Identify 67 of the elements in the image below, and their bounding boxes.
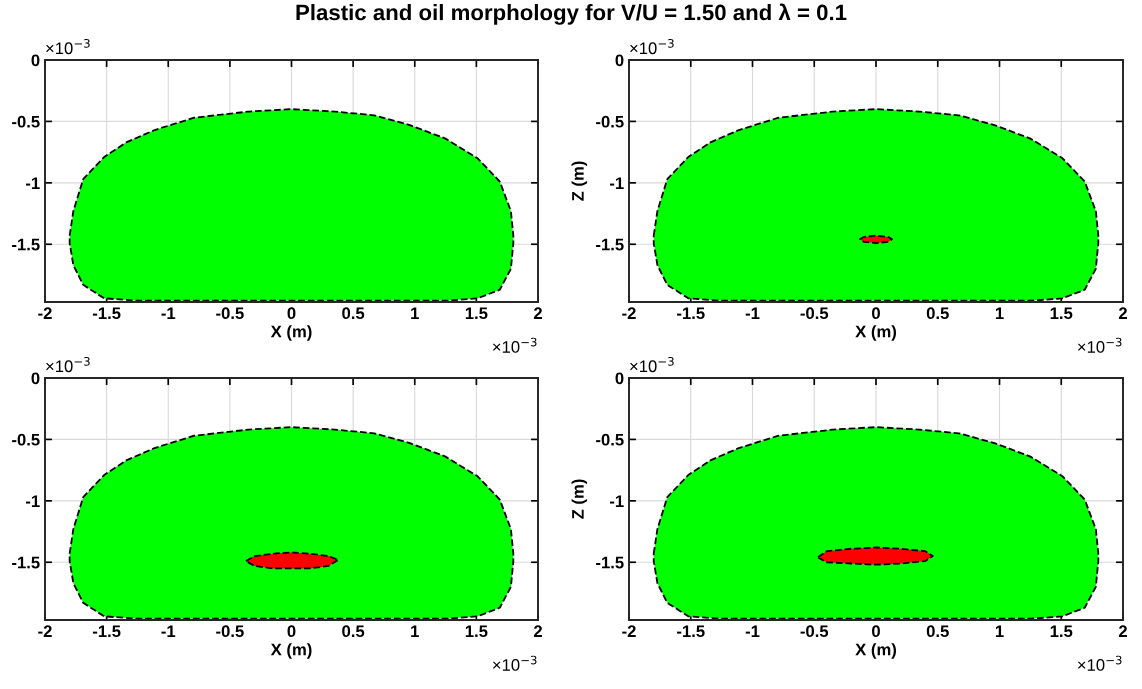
x-tick-label: 1.5	[1050, 625, 1073, 638]
text: ×10$^{−3}$	[630, 356, 674, 373]
text: ×10$^{−3}$	[492, 337, 537, 353]
y-tick-label: -0.5	[12, 115, 40, 128]
x-tick-label: -1	[161, 307, 176, 319]
x-tick-label: 0.5	[926, 625, 949, 638]
x-tick-label: -1.5	[677, 625, 705, 638]
x-axis-title: X (m)	[270, 643, 312, 659]
y-tick-label: -1.5	[596, 556, 624, 569]
x-tick-label: 1	[411, 307, 419, 319]
text: ×10$^{−3}$	[630, 38, 674, 55]
y-tick-label: -1.5	[12, 238, 40, 251]
x-tick-label: -2	[622, 307, 636, 319]
x-tick-label: 1	[995, 307, 1004, 319]
x-tick-label: 2	[533, 625, 542, 637]
y-tick-label: -1	[25, 495, 40, 507]
y-tick-label: -1	[25, 177, 40, 189]
x-tick-label: -0.5	[800, 307, 829, 320]
x-axis-title: X (m)	[270, 325, 312, 341]
x-tick-label: -1	[745, 307, 760, 319]
x-tick-label: 0.5	[926, 307, 949, 320]
y-tick-label: -0.5	[596, 433, 624, 446]
text: ×10$^{−3}$	[46, 38, 90, 55]
y-tick-label: -0.5	[12, 433, 40, 446]
x-tick-label: 0	[287, 625, 296, 638]
x-tick-label: 0.5	[342, 625, 365, 638]
x-tick-label: 1.5	[1050, 307, 1073, 320]
y-tick-label: 0	[615, 372, 624, 385]
text: ×10$^{−3}$	[1077, 337, 1122, 353]
x-tick-label: -2	[622, 625, 636, 637]
x-tick-label: 1	[411, 625, 419, 637]
chart-title: Plastic and oil morphology for V/U = 1.50 and λ = 0.1	[296, 3, 847, 25]
x-tick-label: 0	[872, 307, 880, 320]
x-tick-label: -2	[38, 307, 52, 319]
x-tick-label: 2	[1118, 625, 1127, 637]
x-tick-label: 0	[872, 625, 880, 638]
x-tick-label: -1.5	[92, 625, 121, 638]
x-tick-label: -2	[38, 625, 52, 637]
x-tick-label: 1	[995, 625, 1004, 637]
y-tick-label: -1	[609, 495, 624, 507]
x-tick-label: 0.5	[342, 307, 365, 320]
y-axis-title: Z (m)	[571, 161, 588, 201]
text: ×10$^{−3}$	[1077, 655, 1122, 671]
y-axis-title: Z (m)	[571, 479, 588, 519]
y-tick-label: 0	[31, 54, 40, 67]
x-axis-title: X (m)	[855, 325, 896, 341]
x-tick-label: -0.5	[216, 625, 244, 638]
x-axis-title: X (m)	[855, 643, 896, 659]
x-tick-label: -0.5	[216, 307, 244, 320]
y-tick-label: -0.5	[596, 115, 624, 128]
x-tick-label: -1	[745, 625, 760, 637]
x-tick-label: 2	[1118, 307, 1127, 319]
y-tick-label: 0	[31, 372, 40, 385]
x-tick-label: 1.5	[465, 307, 488, 320]
y-tick-label: -1	[609, 177, 624, 189]
x-tick-label: 1.5	[465, 625, 488, 638]
x-tick-label: -0.5	[800, 625, 829, 638]
y-tick-label: 0	[615, 54, 624, 67]
text: ×10$^{−3}$	[492, 655, 537, 671]
text: ×10$^{−3}$	[46, 356, 90, 373]
x-tick-label: 2	[533, 307, 542, 319]
y-tick-label: -1.5	[12, 556, 40, 569]
x-tick-label: -1.5	[92, 307, 121, 320]
y-tick-label: -1.5	[596, 238, 624, 251]
x-tick-label: 0	[287, 307, 296, 320]
x-tick-label: -1.5	[677, 307, 705, 320]
x-tick-label: -1	[161, 625, 176, 637]
